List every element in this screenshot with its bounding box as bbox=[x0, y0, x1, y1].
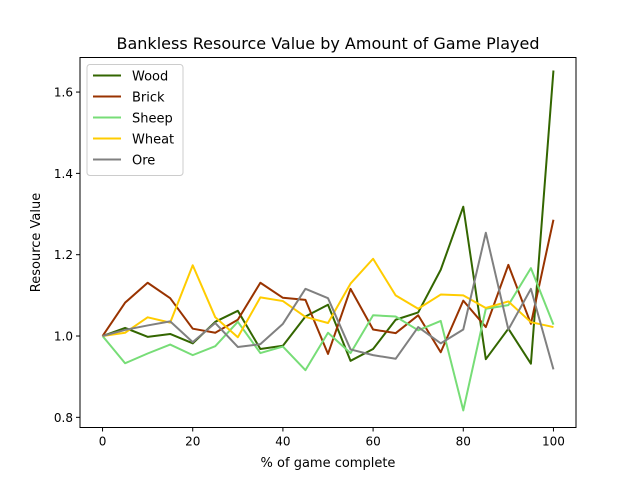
x-tick-label: 20 bbox=[185, 435, 200, 449]
y-tick-label: 1.2 bbox=[54, 248, 73, 262]
series-line-wheat bbox=[102, 257, 554, 339]
legend-box bbox=[86, 64, 184, 176]
legend-label-sheep: Sheep bbox=[132, 112, 173, 127]
legend-label-brick: Brick bbox=[132, 91, 165, 106]
x-axis-label: % of game complete bbox=[261, 456, 396, 471]
legend-label-wood: Wood bbox=[132, 70, 168, 85]
y-tick-label: 1.6 bbox=[54, 86, 73, 100]
x-tick-label: 100 bbox=[542, 435, 565, 449]
y-tick-label: 1.4 bbox=[54, 167, 73, 181]
x-tick-label: 80 bbox=[456, 435, 471, 449]
legend-label-wheat: Wheat bbox=[132, 133, 174, 148]
plot-lines bbox=[101, 70, 555, 412]
series-line-brick bbox=[101, 219, 555, 355]
y-axis-label: Resource Value bbox=[29, 193, 44, 292]
y-tick-label: 0.8 bbox=[54, 411, 73, 425]
x-tick-label: 0 bbox=[99, 435, 107, 449]
x-axis: 0 20 40 60 80 100 bbox=[99, 427, 565, 449]
y-axis: 0.8 1.0 1.2 1.4 1.6 bbox=[54, 86, 80, 425]
legend: Wood Brick Sheep Wheat Ore bbox=[86, 64, 184, 176]
series-line-ore bbox=[102, 231, 555, 370]
plot-frame bbox=[79, 57, 577, 428]
series-line-sheep bbox=[101, 267, 555, 412]
y-tick-label: 1.0 bbox=[54, 330, 73, 344]
legend-label-ore: Ore bbox=[132, 154, 155, 169]
chart-title: Bankless Resource Value by Amount of Gam… bbox=[117, 34, 540, 53]
x-tick-label: 60 bbox=[365, 435, 380, 449]
series-line-wood bbox=[102, 70, 555, 365]
x-tick-label: 40 bbox=[275, 435, 290, 449]
